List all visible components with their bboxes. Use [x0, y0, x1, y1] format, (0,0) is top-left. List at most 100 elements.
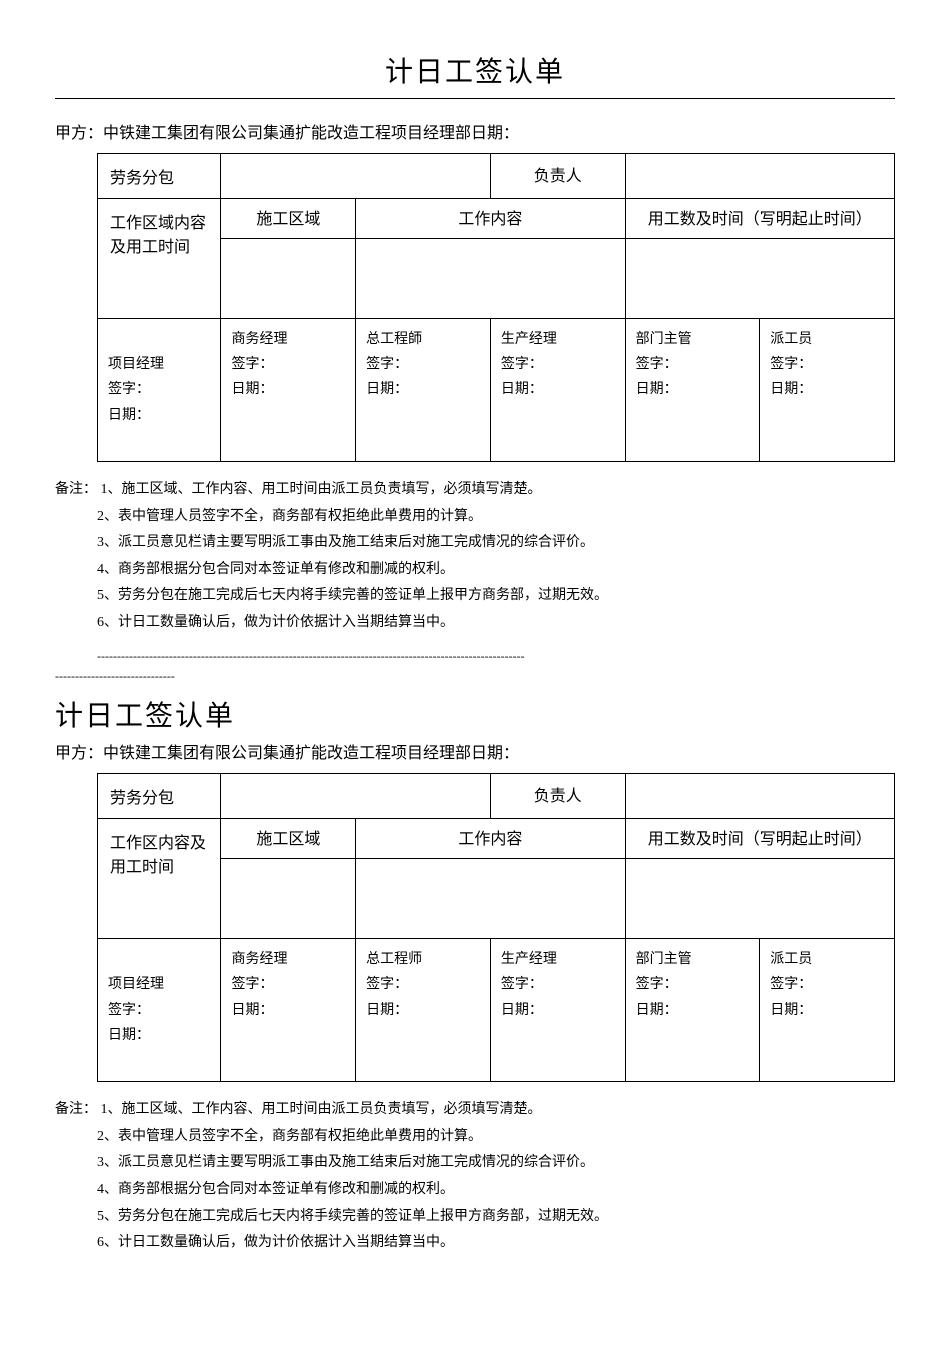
- chief-engineer-cell: 总工程師 签字： 日期：: [356, 319, 491, 462]
- sig-role: 派工员: [770, 332, 812, 347]
- pm-signature-cell: 项目经理 签字： 日期：: [98, 939, 221, 1082]
- labor-subcontract-value: [221, 154, 490, 199]
- sig-role: 商务经理: [231, 952, 287, 967]
- note-item-6: 6、计日工数量确认后，做为计价依据计入当期结算当中。: [97, 1230, 895, 1257]
- sig-sign: 签字：: [636, 977, 678, 992]
- sig-role: 生产经理: [501, 332, 557, 347]
- sig-date: 日期：: [636, 1003, 678, 1018]
- notes-section: 备注： 1、施工区域、工作内容、用工时间由派工员负责填写，必须填写清楚。 2、表…: [55, 477, 895, 667]
- sig-date: 日期：: [501, 1003, 543, 1018]
- sig-sign: 签字：: [501, 977, 543, 992]
- table-row-2-header: 工作区内容及用工时间 施工区域 工作内容 用工数及时间（写明起止时间）: [98, 819, 895, 859]
- sig-role: 商务经理: [231, 332, 287, 347]
- note-item-4: 4、商务部根据分包合同对本签证单有修改和删减的权利。: [97, 557, 895, 584]
- labor-subcontract-label: 劳务分包: [98, 774, 221, 819]
- pm-date: 日期：: [108, 1028, 150, 1043]
- table-row-signatures: 项目经理 签字： 日期： 商务经理 签字： 日期： 总工程師 签字： 日期： 生…: [98, 319, 895, 462]
- note-item-5: 5、劳务分包在施工完成后七天内将手续完善的签证单上报甲方商务部，过期无效。: [97, 583, 895, 610]
- pm-date: 日期：: [108, 408, 150, 423]
- form-title-2: 计日工签认单: [55, 694, 895, 734]
- notes-section-2: 备注： 1、施工区域、工作内容、用工时间由派工员负责填写，必须填写清楚。 2、表…: [55, 1097, 895, 1257]
- party-line-2: 甲方：中铁建工集团有限公司集通扩能改造工程项目经理部日期：: [55, 739, 895, 763]
- construction-area-header: 施工区域: [221, 819, 356, 859]
- responsible-label: 负责人: [490, 774, 625, 819]
- note-item-6: 6、计日工数量确认后，做为计价依据计入当期结算当中。: [97, 610, 895, 637]
- sig-sign: 签字：: [770, 977, 812, 992]
- dept-supervisor-cell: 部门主管 签字： 日期：: [625, 319, 760, 462]
- work-area-label: 工作区域内容及用工时间: [98, 199, 221, 319]
- note-item-1: 1、施工区域、工作内容、用工时间由派工员负责填写，必须填写清楚。: [101, 1102, 542, 1117]
- dept-supervisor-cell: 部门主管 签字： 日期：: [625, 939, 760, 1082]
- note-item-1: 1、施工区域、工作内容、用工时间由派工员负责填写，必须填写清楚。: [101, 482, 542, 497]
- sig-date: 日期：: [501, 382, 543, 397]
- sig-sign: 签字：: [231, 357, 273, 372]
- work-area-label: 工作区内容及用工时间: [98, 819, 221, 939]
- labor-time-header: 用工数及时间（写明起止时间）: [625, 199, 894, 239]
- construction-area-value: [221, 859, 356, 939]
- table-row-1: 劳务分包 负责人: [98, 774, 895, 819]
- labor-time-value: [625, 859, 894, 939]
- sig-role: 生产经理: [501, 952, 557, 967]
- notes-label: 备注：: [55, 477, 97, 504]
- form-table-2: 劳务分包 负责人 工作区内容及用工时间 施工区域 工作内容 用工数及时间（写明起…: [97, 773, 895, 1082]
- work-content-value: [356, 859, 625, 939]
- production-manager-cell: 生产经理 签字： 日期：: [490, 319, 625, 462]
- sig-role: 部门主管: [636, 332, 692, 347]
- sig-role: 部门主管: [636, 952, 692, 967]
- work-content-value: [356, 239, 625, 319]
- sig-date: 日期：: [366, 1003, 408, 1018]
- note-item-3: 3、派工员意见栏请主要写明派工事由及施工结束后对施工完成情况的综合评价。: [97, 530, 895, 557]
- sig-sign: 签字：: [770, 357, 812, 372]
- pm-role: 项目经理: [108, 977, 164, 992]
- form-title: 计日工签认单: [55, 50, 895, 90]
- note-item-2: 2、表中管理人员签字不全，商务部有权拒绝此单费用的计算。: [97, 504, 895, 531]
- dispatcher-cell: 派工员 签字： 日期：: [760, 939, 895, 1082]
- form-table: 劳务分包 负责人 工作区域内容及用工时间 施工区域 工作内容 用工数及时间（写明…: [97, 153, 895, 462]
- work-content-header: 工作内容: [356, 819, 625, 859]
- note-item-5: 5、劳务分包在施工完成后七天内将手续完善的签证单上报甲方商务部，过期无效。: [97, 1204, 895, 1231]
- commercial-manager-cell: 商务经理 签字： 日期：: [221, 939, 356, 1082]
- title-underline: [55, 98, 895, 99]
- separator-line-1: ----------------------------------------…: [97, 645, 895, 668]
- pm-sign: 签字：: [108, 1003, 150, 1018]
- sig-date: 日期：: [636, 382, 678, 397]
- sig-sign: 签字：: [231, 977, 273, 992]
- construction-area-header: 施工区域: [221, 199, 356, 239]
- sig-role: 总工程師: [366, 332, 422, 347]
- sig-sign: 签字：: [636, 357, 678, 372]
- pm-signature-cell: 项目经理 签字： 日期：: [98, 319, 221, 462]
- party-line: 甲方：中铁建工集团有限公司集通扩能改造工程项目经理部日期：: [55, 119, 895, 143]
- production-manager-cell: 生产经理 签字： 日期：: [490, 939, 625, 1082]
- note-item-2: 2、表中管理人员签字不全，商务部有权拒绝此单费用的计算。: [97, 1124, 895, 1151]
- sig-sign: 签字：: [366, 977, 408, 992]
- note-item-3: 3、派工员意见栏请主要写明派工事由及施工结束后对施工完成情况的综合评价。: [97, 1150, 895, 1177]
- sig-sign: 签字：: [366, 357, 408, 372]
- responsible-value: [625, 774, 894, 819]
- labor-subcontract-label: 劳务分包: [98, 154, 221, 199]
- sig-date: 日期：: [231, 382, 273, 397]
- labor-time-header: 用工数及时间（写明起止时间）: [625, 819, 894, 859]
- work-content-header: 工作内容: [356, 199, 625, 239]
- dispatcher-cell: 派工员 签字： 日期：: [760, 319, 895, 462]
- sig-date: 日期：: [770, 382, 812, 397]
- table-row-signatures: 项目经理 签字： 日期： 商务经理 签字： 日期： 总工程师 签字： 日期： 生…: [98, 939, 895, 1082]
- sig-sign: 签字：: [501, 357, 543, 372]
- notes-label: 备注：: [55, 1097, 97, 1124]
- sig-role: 派工员: [770, 952, 812, 967]
- table-row-1: 劳务分包 负责人: [98, 154, 895, 199]
- responsible-value: [625, 154, 894, 199]
- labor-time-value: [625, 239, 894, 319]
- pm-sign: 签字：: [108, 382, 150, 397]
- sig-date: 日期：: [231, 1003, 273, 1018]
- sig-date: 日期：: [770, 1003, 812, 1018]
- pm-role: 项目经理: [108, 357, 164, 372]
- commercial-manager-cell: 商务经理 签字： 日期：: [221, 319, 356, 462]
- labor-subcontract-value: [221, 774, 490, 819]
- responsible-label: 负责人: [490, 154, 625, 199]
- sig-date: 日期：: [366, 382, 408, 397]
- chief-engineer-cell: 总工程师 签字： 日期：: [356, 939, 491, 1082]
- table-row-2-header: 工作区域内容及用工时间 施工区域 工作内容 用工数及时间（写明起止时间）: [98, 199, 895, 239]
- construction-area-value: [221, 239, 356, 319]
- separator-line-2: ------------------------------: [55, 669, 895, 684]
- note-item-4: 4、商务部根据分包合同对本签证单有修改和删减的权利。: [97, 1177, 895, 1204]
